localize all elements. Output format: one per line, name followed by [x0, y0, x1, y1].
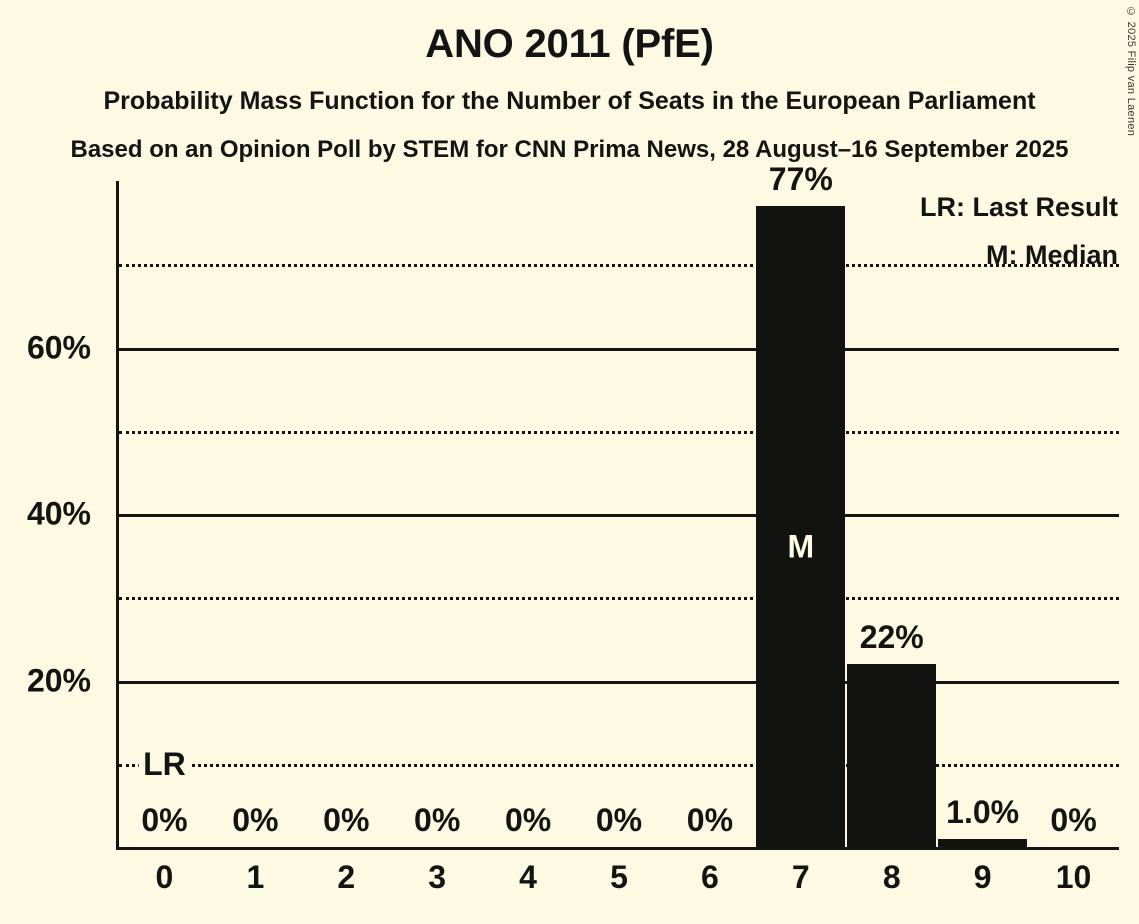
gridline-minor: [119, 430, 1119, 434]
bar: [756, 205, 846, 847]
gridline-major: [119, 347, 1119, 351]
bar-value-label: 22%: [859, 618, 924, 655]
bar-value-label: 0%: [1050, 802, 1097, 838]
bar-value-label: 0%: [141, 802, 188, 838]
x-axis-line: [116, 847, 1119, 850]
median-marker: M: [787, 528, 815, 565]
x-axis-tick-label: 3: [428, 859, 447, 895]
gridline-minor: [119, 763, 1119, 767]
bar-value-label: 1.0%: [946, 793, 1020, 830]
x-axis-tick-label: 0: [155, 859, 174, 895]
x-axis-tick-label: 9: [973, 859, 992, 895]
x-axis-tick-label: 10: [1055, 859, 1092, 895]
y-axis-tick-label: 20%: [26, 662, 91, 698]
y-axis-tick-label: 40%: [26, 495, 91, 532]
copyright-notice: © 2025 Filip van Laenen: [1125, 6, 1137, 137]
bar: [938, 838, 1028, 847]
gridline-minor: [119, 264, 1119, 268]
bar-value-label: 0%: [595, 802, 643, 838]
x-axis-tick-label: 5: [610, 859, 628, 895]
x-axis-tick-label: 6: [701, 859, 719, 895]
y-axis-line: [116, 181, 119, 847]
bar-value-label: 0%: [686, 802, 734, 838]
bar: [847, 663, 937, 847]
legend-item-last-result: LR: Last Result: [919, 192, 1118, 222]
plot-area: 20% 40% 60% 0% 0% 0% 0% 0% 0% 0% 77% 22% 1.0% 0% M LR…: [27, 161, 1119, 895]
bar-value-label: 0%: [504, 802, 552, 838]
gridline-major: [119, 514, 1119, 517]
bar-value-label: 0%: [232, 802, 279, 838]
chart-legend: LR: Last Result M: Median: [758, 183, 1118, 279]
bar-value-label: 77%: [768, 160, 833, 197]
x-axis-tick-label: 1: [246, 859, 265, 895]
x-axis-tick-label: 8: [882, 859, 901, 895]
bar-value-label: 0%: [414, 802, 461, 838]
y-axis-tick-label: 60%: [26, 329, 91, 365]
x-axis-tick-label: 2: [337, 859, 356, 895]
x-axis-tick-label: 7: [791, 859, 810, 895]
gridline-major: [119, 680, 1119, 684]
bar-value-label: 0%: [323, 802, 370, 838]
last-result-marker: LR: [139, 747, 190, 780]
chart-title: ANO 2011 (PfE): [425, 22, 714, 66]
gridline-minor: [119, 597, 1119, 601]
chart-subtitle: Probability Mass Function for the Number…: [103, 87, 1036, 115]
x-axis-tick-label: 4: [519, 859, 537, 895]
chart-source: Based on an Opinion Poll by STEM for CNN…: [70, 136, 1069, 163]
